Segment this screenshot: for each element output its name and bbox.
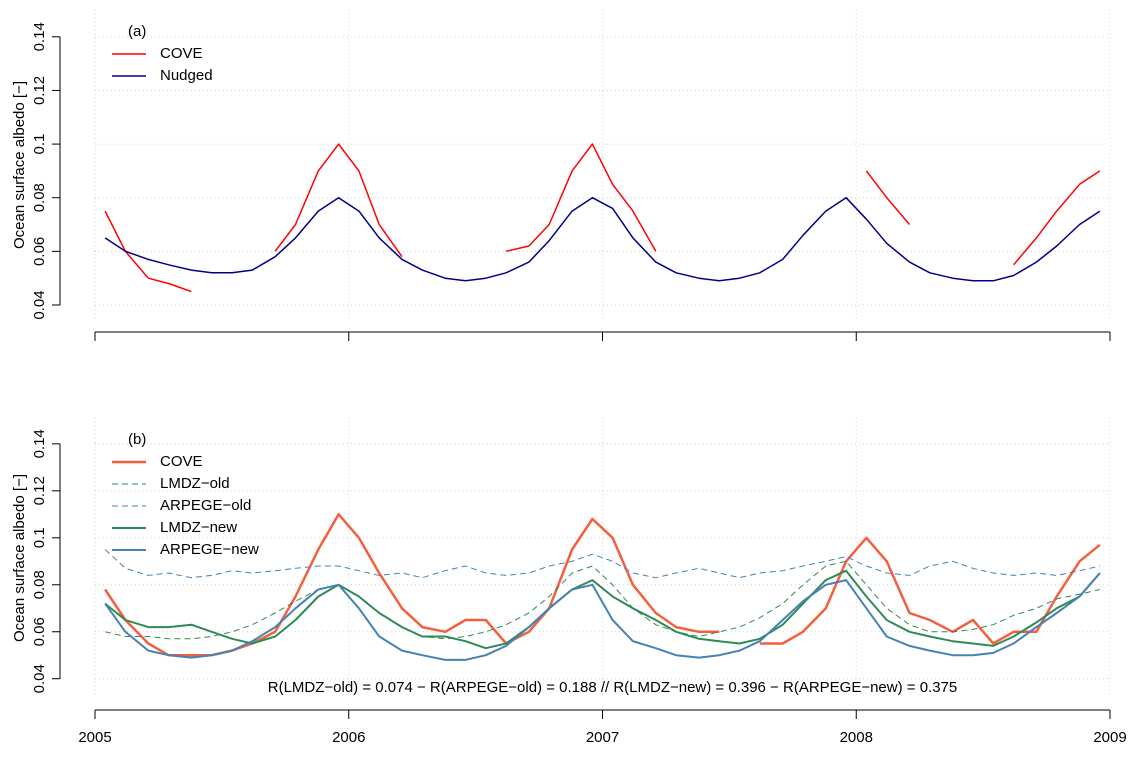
y-axis-title: Ocean surface albedo [−] [11, 474, 28, 642]
y-tick-label: 0.14 [31, 429, 48, 458]
panel-label: (b) [128, 431, 146, 448]
y-tick-label: 0.08 [31, 570, 48, 599]
y-tick-label: 0.04 [31, 290, 48, 319]
y-axis-title: Ocean surface albedo [−] [11, 81, 28, 249]
y-tick-label: 0.1 [31, 527, 48, 548]
y-tick-label: 0.12 [31, 76, 48, 105]
series-line [104, 569, 1101, 650]
legend-label: ARPEGE−old [160, 497, 251, 514]
series-line [104, 572, 1101, 661]
panel-label: (a) [128, 23, 146, 40]
x-tick-label: 2006 [332, 729, 365, 746]
x-tick-label: 2005 [78, 729, 111, 746]
annotation: R(LMDZ−old) = 0.074 − R(ARPEGE−old) = 0.… [268, 679, 958, 696]
legend-label: LMDZ−new [160, 519, 237, 536]
y-tick-label: 0.14 [31, 22, 48, 51]
legend-label: COVE [160, 45, 203, 62]
x-tick-label: 2008 [840, 729, 873, 746]
y-tick-label: 0.1 [31, 134, 48, 155]
legend-label: Nudged [160, 67, 213, 84]
legend-label: LMDZ−old [160, 475, 230, 492]
series-line [104, 560, 1101, 640]
legend-label: ARPEGE−new [160, 541, 259, 558]
y-tick-label: 0.12 [31, 476, 48, 505]
y-tick-label: 0.06 [31, 617, 48, 646]
series-line [104, 143, 1101, 293]
y-tick-label: 0.06 [31, 237, 48, 266]
y-tick-label: 0.08 [31, 183, 48, 212]
legend-label: COVE [160, 453, 203, 470]
y-tick-label: 0.04 [31, 664, 48, 693]
x-tick-label: 2007 [586, 729, 619, 746]
series-line [104, 549, 1101, 579]
x-tick-label: 2009 [1093, 729, 1126, 746]
series-line [104, 196, 1101, 282]
